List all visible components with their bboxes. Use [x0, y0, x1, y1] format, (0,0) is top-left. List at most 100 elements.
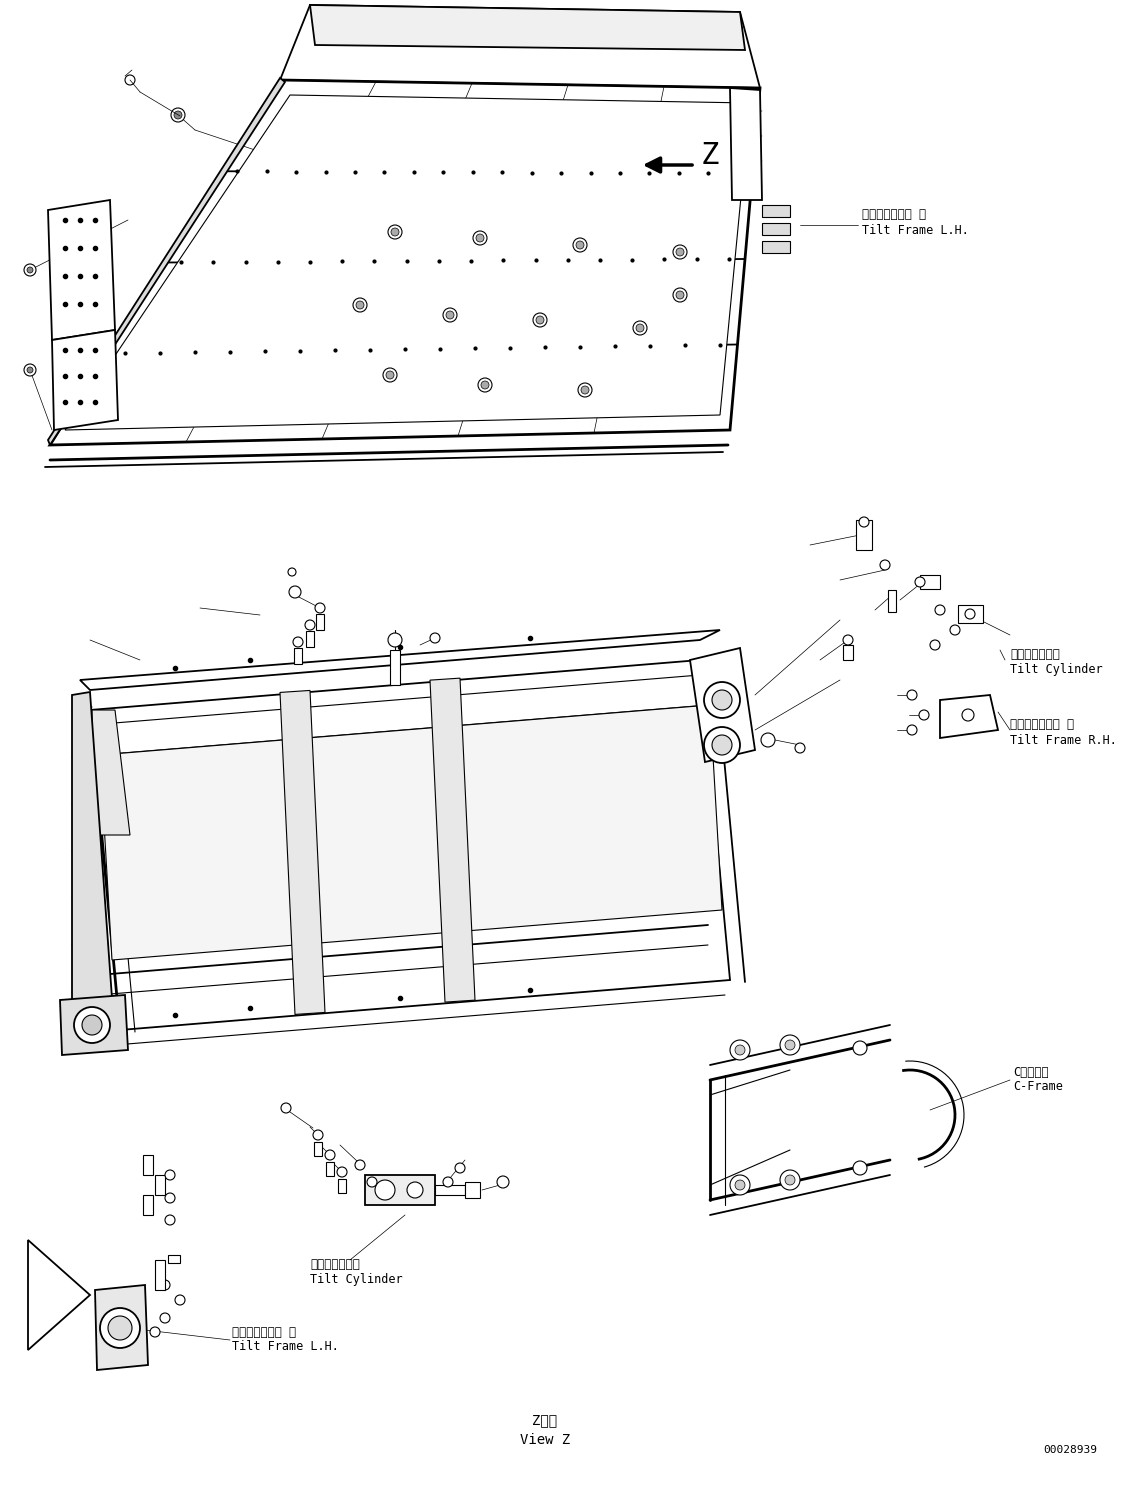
Bar	[155, 1176, 165, 1195]
Polygon shape	[940, 695, 998, 739]
Bar	[338, 1179, 346, 1194]
Polygon shape	[52, 330, 118, 430]
Circle shape	[171, 107, 185, 122]
Circle shape	[533, 313, 546, 327]
Polygon shape	[60, 995, 127, 1055]
Bar	[762, 242, 790, 254]
Bar	[957, 604, 983, 624]
Circle shape	[907, 725, 917, 736]
Circle shape	[82, 1015, 102, 1035]
Circle shape	[248, 164, 256, 172]
Text: Tilt Frame L.H.: Tilt Frame L.H.	[232, 1340, 339, 1353]
Circle shape	[443, 1177, 453, 1188]
Bar	[168, 1255, 180, 1264]
Polygon shape	[95, 1285, 148, 1370]
Circle shape	[636, 324, 644, 333]
Circle shape	[576, 242, 584, 249]
Bar	[294, 648, 302, 664]
Bar	[316, 615, 324, 630]
Text: Z　視: Z 視	[533, 1413, 558, 1426]
Circle shape	[165, 1194, 174, 1203]
Polygon shape	[280, 691, 325, 1015]
Circle shape	[28, 267, 33, 273]
Circle shape	[785, 1176, 796, 1185]
Polygon shape	[80, 630, 720, 689]
Bar	[762, 204, 790, 216]
Bar	[390, 651, 400, 685]
Circle shape	[174, 1295, 185, 1306]
Circle shape	[24, 264, 36, 276]
Circle shape	[165, 1214, 174, 1225]
Circle shape	[730, 1040, 750, 1059]
Circle shape	[907, 689, 917, 700]
Text: Tilt Frame R.H.: Tilt Frame R.H.	[1010, 734, 1117, 746]
Circle shape	[965, 609, 975, 619]
Polygon shape	[65, 95, 750, 430]
Circle shape	[779, 1170, 800, 1191]
Text: Tilt Cylinder: Tilt Cylinder	[310, 1274, 403, 1286]
Polygon shape	[72, 692, 115, 1040]
Circle shape	[388, 633, 402, 648]
Text: チルトフレーム 左: チルトフレーム 左	[862, 209, 926, 221]
Circle shape	[962, 709, 974, 721]
Circle shape	[367, 1177, 377, 1188]
Polygon shape	[92, 710, 130, 836]
Bar	[920, 574, 940, 589]
Circle shape	[481, 380, 489, 389]
Circle shape	[676, 291, 684, 298]
Text: C-Frame: C-Frame	[1013, 1080, 1063, 1094]
Text: チルトシリンダ: チルトシリンダ	[1010, 649, 1060, 661]
Circle shape	[951, 625, 960, 636]
Polygon shape	[310, 4, 745, 51]
Circle shape	[338, 1167, 347, 1177]
Bar	[843, 645, 853, 659]
Circle shape	[735, 1180, 745, 1191]
Circle shape	[408, 1182, 422, 1198]
Circle shape	[160, 1313, 170, 1323]
Polygon shape	[100, 706, 722, 959]
Circle shape	[447, 310, 453, 319]
Circle shape	[676, 248, 684, 257]
Circle shape	[245, 161, 259, 175]
Bar	[307, 631, 315, 648]
Circle shape	[796, 743, 805, 753]
Circle shape	[28, 367, 33, 373]
Circle shape	[573, 239, 587, 252]
Circle shape	[673, 288, 687, 301]
Circle shape	[108, 1316, 132, 1340]
Bar	[889, 589, 895, 612]
Circle shape	[388, 225, 402, 239]
Circle shape	[853, 1161, 867, 1176]
Polygon shape	[48, 200, 115, 340]
Circle shape	[289, 586, 301, 598]
Circle shape	[73, 1007, 110, 1043]
Circle shape	[934, 604, 945, 615]
Circle shape	[785, 1040, 796, 1050]
Circle shape	[313, 1129, 323, 1140]
Circle shape	[262, 167, 272, 178]
Text: 00028939: 00028939	[1044, 1444, 1097, 1455]
Circle shape	[633, 321, 647, 336]
Circle shape	[165, 1170, 174, 1180]
Polygon shape	[48, 78, 285, 445]
Polygon shape	[690, 648, 755, 762]
Circle shape	[100, 1308, 140, 1347]
Circle shape	[536, 316, 544, 324]
Circle shape	[859, 518, 869, 527]
Circle shape	[735, 1044, 745, 1055]
Circle shape	[150, 1326, 160, 1337]
Text: Tilt Frame L.H.: Tilt Frame L.H.	[862, 224, 969, 237]
Bar	[144, 1155, 153, 1176]
Circle shape	[761, 733, 775, 747]
Circle shape	[843, 636, 853, 645]
Circle shape	[853, 1041, 867, 1055]
Text: Tilt Cylinder: Tilt Cylinder	[1010, 664, 1102, 676]
Text: チルトシリンダ: チルトシリンダ	[310, 1258, 359, 1271]
Bar	[326, 1162, 334, 1176]
Circle shape	[473, 231, 487, 245]
Circle shape	[730, 1176, 750, 1195]
Bar	[365, 1176, 435, 1206]
Circle shape	[375, 1180, 395, 1200]
Circle shape	[577, 383, 592, 397]
Circle shape	[779, 1035, 800, 1055]
